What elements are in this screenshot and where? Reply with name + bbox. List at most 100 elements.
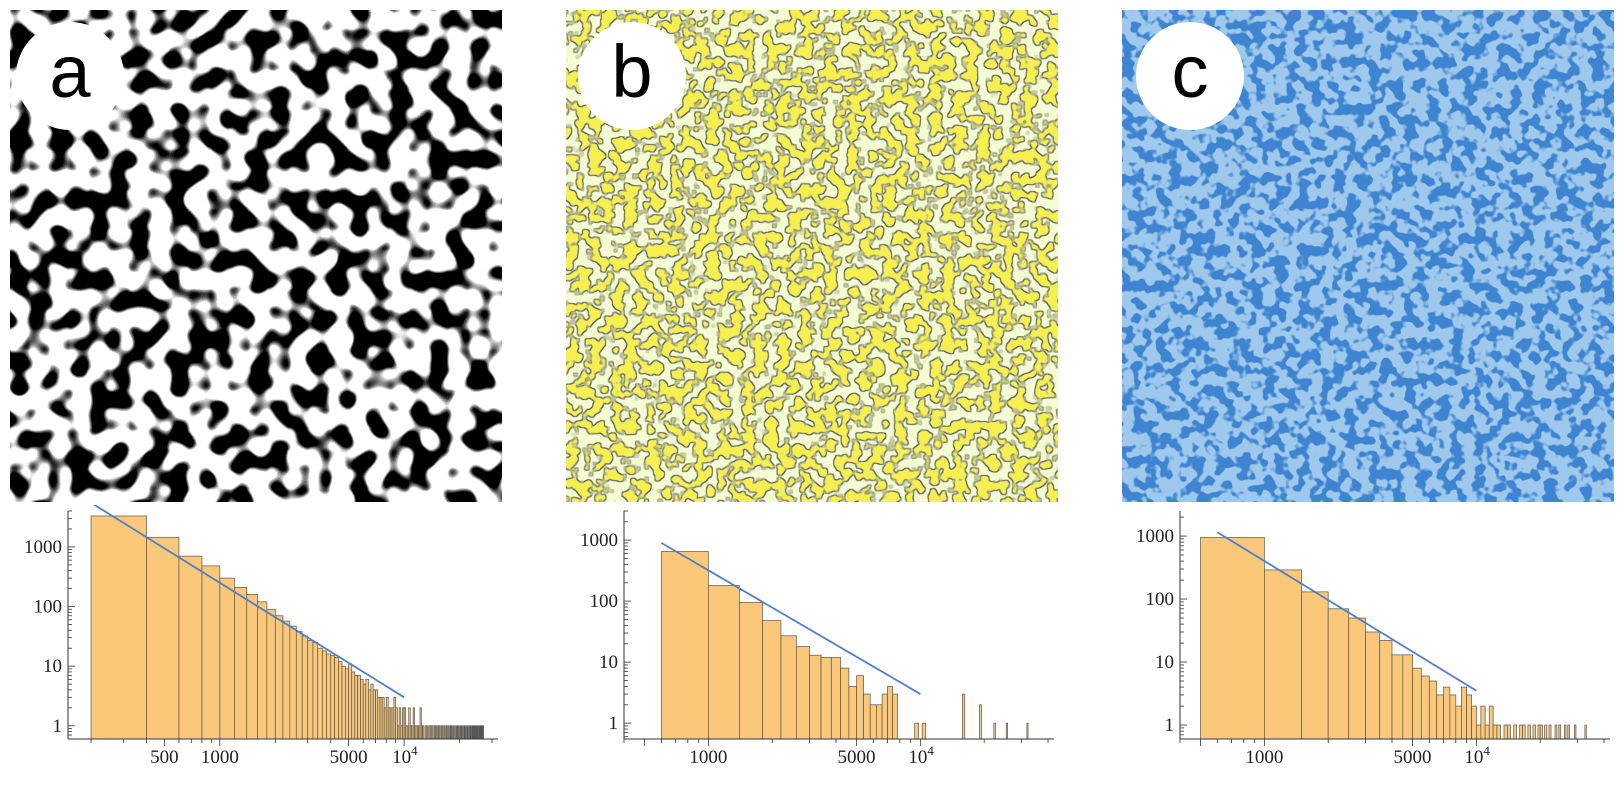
histogram-c-bar <box>1513 724 1518 740</box>
histogram-b-bar <box>856 675 864 740</box>
histogram-b-bar <box>780 635 797 740</box>
histogram-c-bar <box>1574 724 1577 740</box>
histogram-b-bar <box>914 722 919 740</box>
histogram-c-x-tick-label: 5000 <box>1394 747 1432 768</box>
histogram-a-bar <box>473 725 475 740</box>
histogram-a-bar <box>357 675 361 740</box>
histogram-a-bar <box>334 657 339 740</box>
histogram-a-bar <box>351 671 356 740</box>
histogram-a-bar <box>348 663 353 740</box>
histogram-c-bar <box>1506 724 1511 740</box>
histogram-a-y-tick-label: 100 <box>34 597 63 618</box>
histogram-a-bar <box>178 555 203 740</box>
histogram-c-bar <box>1391 654 1404 740</box>
histogram-a-bar <box>274 615 284 740</box>
histogram-a-bar <box>368 689 372 740</box>
histogram-a-bar <box>452 725 455 740</box>
histogram-a-y-tick-label: 10 <box>43 656 62 677</box>
histogram-a-bar <box>201 565 221 740</box>
histogram-c-bar <box>1488 705 1494 740</box>
histogram-b-svg: 1 10 100 1000 1000 5000 104 <box>580 510 1054 768</box>
histogram-a-bar <box>470 725 472 740</box>
histogram-c-bar <box>1480 705 1486 740</box>
histogram-c: 1 10 100 1000 1000 5000 104 <box>1122 505 1614 790</box>
histogram-a-x-tick-label: 104 <box>392 743 418 768</box>
histogram-c-bar <box>1563 724 1567 740</box>
histogram-a-bar <box>460 725 463 740</box>
histogram-c-bar <box>1532 724 1536 740</box>
histogram-a-bar <box>345 668 349 740</box>
histogram-a-bar <box>266 608 276 740</box>
histogram-c-bar <box>1412 667 1422 740</box>
histogram-b-bar <box>820 656 832 740</box>
histogram-c-bar <box>1527 724 1531 740</box>
histogram-b-bar <box>887 686 893 740</box>
histogram-a-bar <box>454 725 456 740</box>
histogram-a-bar <box>321 650 328 740</box>
histogram-b-fit-line <box>660 542 921 695</box>
histogram-a-bar <box>312 642 319 740</box>
histogram-a-bar <box>330 655 336 740</box>
histogram-c-x-tick-label: 1000 <box>1245 747 1283 768</box>
histogram-c-bar <box>1539 724 1543 740</box>
histogram-b-bar <box>809 654 822 740</box>
histogram-c-bar <box>1461 686 1468 740</box>
histogram-c-bar <box>1402 654 1413 740</box>
histogram-c-bar <box>1348 617 1366 740</box>
histogram-a-bar <box>458 725 460 740</box>
histogram-c-bar <box>1519 724 1523 740</box>
histogram-a-bar <box>362 683 367 740</box>
histogram-b-y-tick-label: 100 <box>590 591 619 612</box>
histogram-c-bar <box>1496 724 1501 740</box>
histogram-c-bar <box>1522 724 1526 740</box>
histogram-b-bar <box>993 722 996 740</box>
histogram-c-bar <box>1584 724 1587 740</box>
histogram-b-bar <box>979 704 982 740</box>
histogram-b-bar <box>738 602 763 740</box>
histogram-a-bar <box>360 679 364 740</box>
histogram-c-bar <box>1471 705 1477 740</box>
histogram-a-bar <box>317 647 323 740</box>
histogram-c-svg: 1 10 100 1000 1000 5000 104 <box>1136 511 1610 768</box>
histogram-c-bar <box>1420 675 1430 740</box>
histogram-a-bar <box>301 635 309 740</box>
panel-label-c: c <box>1136 22 1244 130</box>
histogram-c-bar <box>1436 694 1444 740</box>
histogram-a-bar <box>438 725 441 740</box>
histogram-b-bar <box>869 704 877 740</box>
histogram-a-bar <box>354 675 359 740</box>
histogram-a-bar <box>90 515 147 740</box>
histogram-b-bar <box>830 656 841 740</box>
histogram-b-bar <box>876 704 883 740</box>
histogram-a-bar <box>422 725 425 740</box>
histogram-c-y-tick-label: 1 <box>1165 715 1175 736</box>
histogram-a-x-tick-label: 1000 <box>201 747 239 768</box>
histogram-b-bar <box>762 620 782 740</box>
histogram-b-bar <box>840 667 850 740</box>
histogram-b-bar <box>881 693 888 740</box>
histogram-c-bar <box>1492 724 1498 740</box>
histogram-a-bar <box>234 586 248 740</box>
histogram-b-y-tick-label: 10 <box>599 652 618 673</box>
histogram-b: 1 10 100 1000 1000 5000 104 <box>566 505 1058 790</box>
histogram-b-bar <box>921 722 927 740</box>
histogram-a-bar <box>477 725 479 740</box>
histogram-a: 1 10 100 1000 500 1000 5000 104 <box>10 501 502 790</box>
histogram-c-x-tick-label: 104 <box>1464 743 1490 768</box>
histogram-c-bar <box>1544 724 1548 740</box>
histogram-c-bar <box>1554 724 1558 740</box>
histogram-a-bar <box>365 679 369 740</box>
panel-label-a: a <box>16 22 124 130</box>
histogram-c-bar <box>1428 680 1438 740</box>
histogram-c-bar <box>1484 724 1490 740</box>
panel-label-b: b <box>578 22 686 130</box>
histogram-a-bar <box>446 725 448 740</box>
histogram-a-y-tick-label: 1 <box>53 716 63 737</box>
histogram-b-bar <box>1005 722 1008 740</box>
histogram-a-bar <box>466 725 469 740</box>
histogram-a-bar <box>456 725 459 740</box>
histogram-a-bar <box>448 725 450 740</box>
histogram-c-bar <box>1264 569 1303 740</box>
histogram-c-bar <box>1200 537 1265 740</box>
histogram-c-bar <box>1455 705 1462 740</box>
